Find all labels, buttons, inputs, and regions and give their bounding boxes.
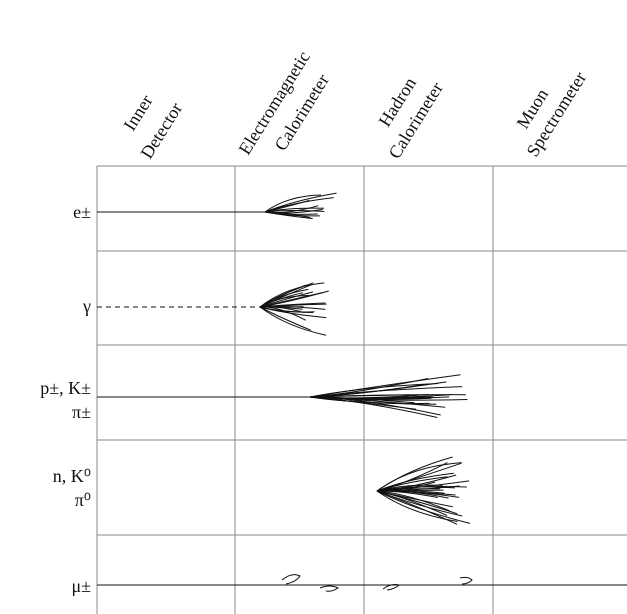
- shower-track: [376, 490, 450, 512]
- shower-track: [259, 290, 329, 308]
- shower-track: [309, 374, 461, 398]
- row-label: π⁰: [75, 490, 91, 510]
- row-label: μ±: [71, 576, 91, 596]
- row-label: π±: [72, 402, 91, 422]
- row-label: n, K⁰: [53, 466, 91, 486]
- shower-track: [376, 490, 463, 517]
- shower-track: [264, 205, 319, 214]
- shower-track: [376, 462, 448, 492]
- shower-track: [264, 207, 325, 213]
- row-label: γ: [82, 296, 91, 316]
- row-label: e±: [73, 202, 91, 222]
- tracks: [97, 211, 627, 592]
- showers: [259, 192, 471, 525]
- shower-track: [309, 396, 441, 416]
- shower-track: [259, 306, 327, 336]
- shower-track: [376, 485, 460, 492]
- shower-track: [376, 456, 453, 492]
- shower-track: [309, 383, 439, 398]
- shower-track: [259, 306, 312, 331]
- shower-track: [259, 283, 313, 308]
- row-label: p±, K±: [40, 378, 91, 398]
- shower-track: [376, 490, 458, 515]
- shower-track: [264, 194, 322, 213]
- shower-track: [376, 490, 471, 524]
- shower-track: [264, 197, 334, 213]
- shower-track: [376, 472, 454, 492]
- shower-track: [309, 386, 463, 398]
- shower-track: [259, 306, 305, 313]
- grid: [96, 165, 627, 614]
